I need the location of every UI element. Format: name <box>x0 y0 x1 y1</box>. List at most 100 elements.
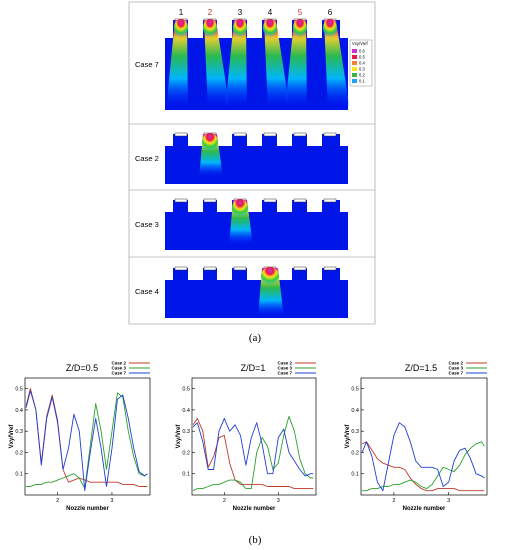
nozzle-mark <box>233 266 247 271</box>
y-axis-label: Vxy/Vref <box>176 424 182 449</box>
nozzle-mark <box>293 266 307 271</box>
legend-level-label: 0.2 <box>359 73 365 78</box>
nozzle-number-1: 1 <box>179 8 184 17</box>
x-axis-label: Nozzle number <box>233 506 276 512</box>
jet-plume <box>204 20 230 110</box>
series-line-case-7 <box>192 417 314 477</box>
caption-b: (b) <box>249 534 262 546</box>
legend-entry-label: Case 7 <box>277 371 292 376</box>
case-label-7: Case 7 <box>135 60 159 69</box>
plot-frame <box>24 377 151 496</box>
plot-frame <box>191 377 317 496</box>
jet-core <box>174 19 188 37</box>
series-line-case-3 <box>192 415 314 492</box>
legend-entry-label: Case 2 <box>448 361 463 366</box>
y-tick-label: 0.5 <box>15 387 23 393</box>
jet-plume <box>225 20 247 110</box>
y-tick-label: 0.3 <box>15 429 23 435</box>
legend-swatch <box>352 55 357 59</box>
case-label-2: Case 2 <box>135 154 159 163</box>
legend-entry-label: Case 3 <box>448 366 463 371</box>
jet-core <box>203 19 217 37</box>
legend-level-label: 0.1 <box>359 79 365 84</box>
x-tick-label: 2 <box>56 498 59 504</box>
legend-level-label: 0.5 <box>359 55 365 60</box>
x-tick-label: 2 <box>223 498 226 504</box>
legend-swatch <box>352 49 357 53</box>
chart-2: 0.1 0.2 0.3 0.4 0.5 2 3 Z/D=1 Nozzle number Vxy/V… <box>176 361 317 512</box>
nozzle-mark <box>323 132 337 137</box>
nozzle-mark <box>174 198 188 203</box>
jet-core <box>233 19 247 37</box>
x-tick-label: 2 <box>392 498 395 504</box>
nozzle-mark <box>174 266 188 271</box>
series-line-case-3 <box>362 441 485 492</box>
nozzle-mark <box>233 132 247 137</box>
chart-1: 0.1 0.2 0.3 0.4 0.5 2 3 Z/D=0.5 Nozzle number Vxy… <box>9 361 151 512</box>
nozzle-number-2: 2 <box>208 8 213 17</box>
legend-entry-label: Case 3 <box>277 366 292 371</box>
nozzle-number-4: 4 <box>268 8 273 17</box>
jet-plume <box>264 20 290 110</box>
jet-core <box>323 19 337 37</box>
y-tick-label: 0.1 <box>182 472 190 478</box>
legend-entry-label: Case 7 <box>448 371 463 376</box>
legend-entry-label: Case 2 <box>277 361 292 366</box>
case-label-4: Case 4 <box>135 287 159 296</box>
nozzle-mark <box>293 198 307 203</box>
nozzle-mark <box>323 266 337 271</box>
x-axis-label: Nozzle number <box>403 506 446 512</box>
y-tick-label: 0.2 <box>351 450 359 456</box>
legend-swatch <box>352 73 357 77</box>
series-line-case-3 <box>26 392 148 490</box>
chart-title: Z/D=0.5 <box>66 363 98 373</box>
x-tick-label: 3 <box>110 498 113 504</box>
y-axis-label: Vxy/Vref <box>9 424 15 449</box>
chart-3: 0.1 0.2 0.3 0.4 0.5 2 3 Z/D=1.5 Nozzle number Vxy… <box>345 361 488 512</box>
contour-legend-title: Vxy/Vref <box>352 41 369 46</box>
y-tick-label: 0.3 <box>351 429 359 435</box>
y-tick-label: 0.1 <box>15 472 23 478</box>
contour-legend: Vxy/Vref 0.60.50.40.30.20.1 <box>349 39 373 87</box>
case3-contour <box>165 200 348 250</box>
plot-frame <box>360 377 488 496</box>
nozzle-mark <box>293 132 307 137</box>
legend-level-label: 0.3 <box>359 67 365 72</box>
nozzle-mark <box>263 132 277 137</box>
jet-core <box>293 19 307 37</box>
panel-a-contours: Vxy/Vref 0.60.50.40.30.20.1 1 2 3 4 5 6 Case … <box>128 1 376 325</box>
x-tick-label: 3 <box>277 498 280 504</box>
legend-swatch <box>352 61 357 65</box>
legend-level-label: 0.4 <box>359 61 365 66</box>
legend-entry-label: Case 3 <box>111 366 126 371</box>
legend-swatch <box>352 79 357 83</box>
x-axis-label: Nozzle number <box>66 506 109 512</box>
y-tick-label: 0.5 <box>351 387 359 393</box>
jet-core <box>232 199 248 217</box>
jet-core <box>263 19 277 37</box>
y-tick-label: 0.1 <box>351 472 359 478</box>
legend-level-label: 0.6 <box>359 49 365 54</box>
nozzle-mark <box>263 198 277 203</box>
nozzle-number-6: 6 <box>328 8 333 17</box>
nozzle-mark <box>174 132 188 137</box>
nozzle-mark <box>203 198 217 203</box>
legend-entry-label: Case 2 <box>111 361 126 366</box>
nozzle-mark <box>203 266 217 271</box>
jet-plume <box>166 20 188 110</box>
y-tick-label: 0.3 <box>182 429 190 435</box>
series-line-case-2 <box>192 417 314 490</box>
chart-title: Z/D=1.5 <box>405 363 437 373</box>
jet-core <box>202 133 218 151</box>
panel-b-line-charts: 0.1 0.2 0.3 0.4 0.5 2 3 Z/D=0.5 Nozzle number Vxy… <box>9 361 488 512</box>
y-axis-label: Vxy/Vref <box>345 424 351 449</box>
nozzle-number-5: 5 <box>298 8 303 17</box>
jet-plume <box>324 20 350 110</box>
legend-entry-label: Case 7 <box>111 371 126 376</box>
chart-title: Z/D=1 <box>241 363 266 373</box>
y-tick-label: 0.2 <box>182 450 190 456</box>
series-line-case-7 <box>25 390 148 492</box>
series-line-case-2 <box>361 441 485 492</box>
case-label-3: Case 3 <box>135 220 159 229</box>
y-tick-label: 0.2 <box>15 450 23 456</box>
